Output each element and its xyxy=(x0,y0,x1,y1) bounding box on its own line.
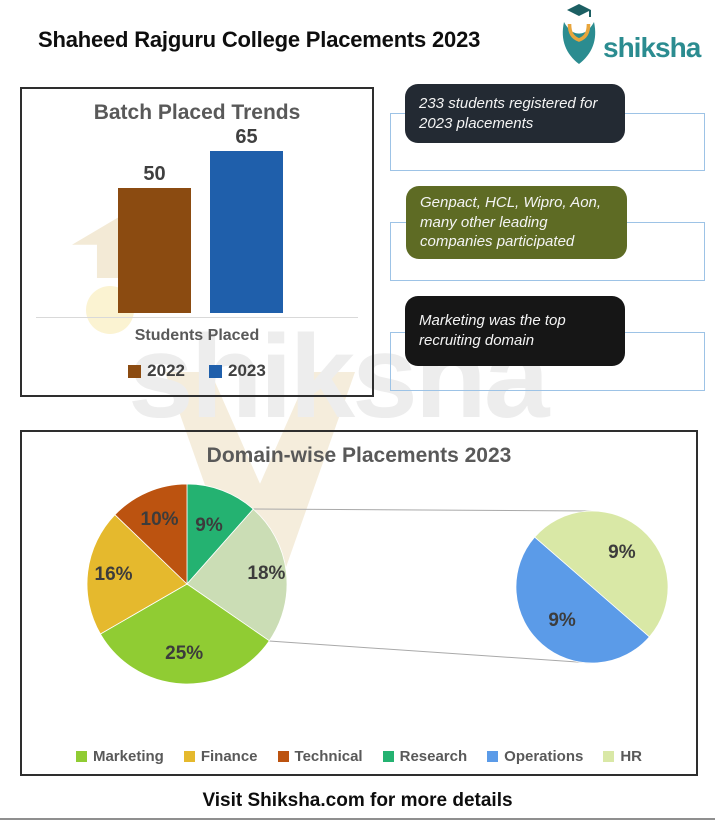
x-axis-title: Students Placed xyxy=(134,327,260,344)
pie-legend-item-hr: HR xyxy=(603,748,642,765)
bar-value-2023: 65 xyxy=(235,126,258,148)
bar-2022 xyxy=(118,188,191,313)
bar-chart-title: Batch Placed Trends xyxy=(93,101,301,124)
pie-legend-item-finance: Finance xyxy=(183,748,258,765)
pie-legend-label-hr: HR xyxy=(620,748,643,765)
callout-registered-students: 233 students registered for 2023 placeme… xyxy=(405,84,625,143)
legend-swatch-2023 xyxy=(209,364,222,378)
callout-companies-text: Genpact, HCL, Wipro, Aon, many other lea… xyxy=(420,193,602,251)
shiksha-logo[interactable]: shiksha xyxy=(556,2,701,71)
pie-legend-label-finance: Finance xyxy=(200,748,258,765)
pie-label-marketing: 25% xyxy=(165,642,204,664)
callout-companies: Genpact, HCL, Wipro, Aon, many other lea… xyxy=(406,186,627,259)
callout-top-domain-text: Marketing was the top recruiting domain xyxy=(419,312,566,349)
bar-chart-legend: 2022 2023 xyxy=(22,361,372,381)
bar-value-2022: 50 xyxy=(143,163,166,185)
callout-top-domain: Marketing was the top recruiting domain xyxy=(405,296,625,366)
bar-2023 xyxy=(210,151,283,313)
pie-label-research: 9% xyxy=(195,515,223,537)
pie-legend-item-research: Research xyxy=(382,748,468,765)
callout-registered-students-text: 233 students registered for 2023 placeme… xyxy=(419,94,598,132)
legend-swatch-2022 xyxy=(128,364,142,378)
pie-legend-item-technical: Technical xyxy=(277,748,363,765)
legend-label-2022: 2022 xyxy=(147,361,185,380)
pie-legend-swatch-marketing xyxy=(75,751,87,762)
shiksha-logo-icon xyxy=(556,2,602,71)
pie-chart-title: Domain-wise Placements 2023 xyxy=(206,444,512,467)
pie-legend-label-marketing: Marketing xyxy=(92,748,164,765)
connector-line-top xyxy=(252,508,593,512)
pie-chart-panel: Domain-wise Placements 2023 9% 18% 25% 1… xyxy=(20,430,698,776)
pie-legend-label-technical: Technical xyxy=(294,748,363,765)
pie-legend-swatch-operations xyxy=(487,751,499,762)
pie-legend-swatch-research xyxy=(382,751,394,762)
pie-legend-item-operations: Operations xyxy=(487,748,583,765)
x-axis-line xyxy=(36,317,358,318)
bar-chart-panel: Batch Placed Trends 50 65 Students Place… xyxy=(20,87,374,397)
pie-label-other: 18% xyxy=(247,563,286,585)
pie-of-pie-chart xyxy=(86,483,669,685)
pie-label-finance: 16% xyxy=(94,564,133,586)
pie-label-technical: 10% xyxy=(140,508,179,530)
pie-label-operations: 9% xyxy=(548,610,576,632)
pie-legend-label-research: Research xyxy=(399,748,468,765)
pie-legend-item-marketing: Marketing xyxy=(75,748,164,765)
pie-legend-swatch-hr xyxy=(603,751,615,762)
pie-legend-label-operations: Operations xyxy=(504,748,584,765)
pie-legend-swatch-technical xyxy=(277,751,289,762)
legend-item-2022: 2022 xyxy=(128,361,185,381)
footer-link[interactable]: Visit Shiksha.com for more details xyxy=(202,790,513,811)
pie-label-hr: 9% xyxy=(608,541,636,563)
pie-legend-swatch-finance xyxy=(183,751,195,762)
connector-line-bottom xyxy=(268,640,593,664)
legend-label-2023: 2023 xyxy=(228,361,266,380)
page-title: Shaheed Rajguru College Placements 2023 xyxy=(38,27,481,52)
pie-chart-legend: Marketing Finance Technical Research Operati… xyxy=(22,748,696,765)
shiksha-logo-text: shiksha xyxy=(603,32,701,63)
legend-item-2023: 2023 xyxy=(209,361,266,381)
